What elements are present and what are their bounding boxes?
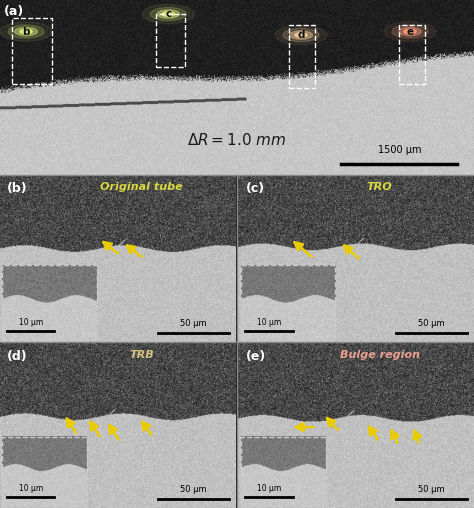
Circle shape: [0, 22, 52, 41]
Text: d: d: [297, 30, 305, 40]
Circle shape: [15, 27, 37, 36]
Text: (d): (d): [7, 350, 27, 363]
Circle shape: [283, 28, 319, 42]
Text: 50 μm: 50 μm: [180, 319, 207, 328]
Text: 10 μm: 10 μm: [18, 484, 43, 493]
Bar: [12, 18, 52, 84]
Text: (c): (c): [246, 182, 264, 195]
Circle shape: [275, 25, 327, 45]
Text: 1500 μm: 1500 μm: [378, 145, 421, 155]
Circle shape: [290, 31, 312, 39]
Circle shape: [8, 25, 44, 38]
Text: TRB: TRB: [129, 350, 154, 360]
Text: 10 μm: 10 μm: [257, 318, 281, 327]
Bar: [241, 265, 335, 340]
Text: (a): (a): [4, 5, 24, 18]
Circle shape: [162, 12, 174, 16]
Bar: [289, 24, 315, 87]
Text: TRO: TRO: [367, 182, 392, 192]
Circle shape: [150, 7, 186, 21]
Circle shape: [157, 10, 180, 18]
Text: b: b: [22, 26, 30, 37]
Circle shape: [404, 29, 416, 34]
Bar: [399, 24, 425, 84]
Text: 10 μm: 10 μm: [257, 484, 281, 493]
Circle shape: [399, 27, 421, 36]
Text: e: e: [406, 26, 414, 37]
Text: Bulge region: Bulge region: [340, 350, 420, 360]
Text: 50 μm: 50 μm: [418, 485, 445, 494]
Bar: [156, 14, 185, 67]
Text: 10 μm: 10 μm: [18, 318, 43, 327]
Circle shape: [295, 33, 307, 37]
Text: Original tube: Original tube: [100, 182, 182, 192]
Circle shape: [20, 29, 32, 34]
Text: (e): (e): [246, 350, 266, 363]
Text: $\it{\Delta R}$$\it{=1.0\ mm}$: $\it{\Delta R}$$\it{=1.0\ mm}$: [187, 132, 287, 148]
Text: (b): (b): [7, 182, 27, 195]
Text: 50 μm: 50 μm: [180, 485, 207, 494]
Text: c: c: [165, 9, 172, 19]
Bar: [2, 265, 97, 340]
Circle shape: [142, 5, 194, 24]
Bar: [2, 437, 87, 506]
Bar: [241, 437, 326, 506]
Text: 50 μm: 50 μm: [418, 319, 445, 328]
Circle shape: [392, 25, 428, 38]
Circle shape: [384, 22, 436, 41]
